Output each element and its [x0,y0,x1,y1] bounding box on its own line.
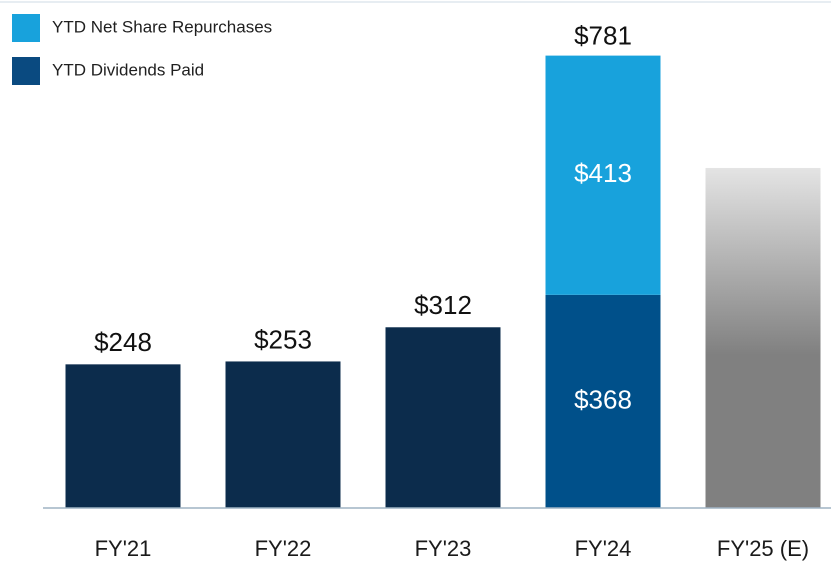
total-label: $781 [574,20,632,50]
value-label: $368 [574,384,632,414]
legend-swatch [12,57,40,85]
value-label: $312 [414,290,472,320]
x-tick-label: FY'22 [255,536,312,561]
value-label: $248 [94,327,152,357]
legend-swatch [12,14,40,42]
bar-segment [545,55,661,295]
bar-segment [65,364,181,508]
bar-segment [545,294,661,508]
value-label: $413 [574,158,632,188]
legend-label: YTD Net Share Repurchases [52,17,272,36]
x-tick-label: FY'21 [95,536,152,561]
x-tick-label: FY'24 [575,536,632,561]
bar-segment [385,327,501,508]
x-tick-label: FY'23 [415,536,472,561]
estimate-bar [705,167,821,508]
x-tick-label: FY'25 (E) [717,536,809,561]
legend-label: YTD Dividends Paid [52,60,204,79]
value-label: $253 [254,324,312,354]
bar-segment [225,361,341,508]
